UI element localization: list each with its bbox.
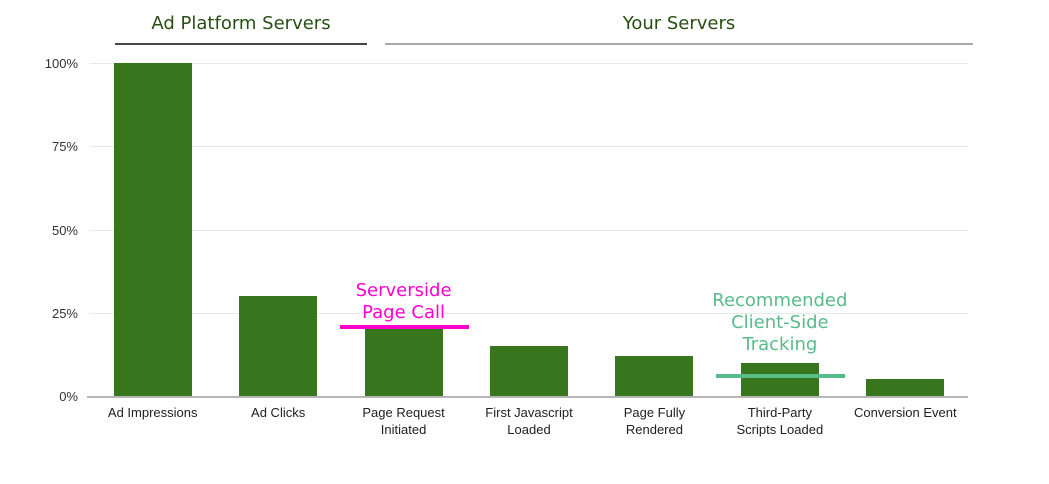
bar-page-fully-rendered (615, 356, 694, 396)
section-underline-ad-platform-servers (115, 43, 367, 45)
annotation-line-serverside-page-call (339, 325, 469, 330)
section-underline-your-servers (385, 43, 973, 45)
x-tick-label: Conversion Event (853, 405, 957, 420)
x-tick-label: First Javascript Loaded (485, 405, 573, 437)
x-tick-label: Page Request Initiated (362, 405, 445, 437)
y-tick-label: 75% (51, 139, 78, 155)
bar-ad-impressions (113, 63, 192, 396)
annotation-text-recommended-client-side-tracking: Recommended Client-Side Tracking (712, 290, 848, 356)
bar-conversion-event (866, 379, 945, 396)
gridline-100% (90, 63, 968, 64)
bar-first-javascript-loaded (490, 346, 568, 396)
bar-ad-clicks (239, 296, 318, 396)
x-tick-label: Page Fully Rendered (623, 405, 686, 437)
x-axis-baseline (87, 396, 968, 398)
bar-third-party-scripts-loaded (740, 362, 819, 396)
x-tick-label: Third-Party Scripts Loaded (736, 405, 824, 437)
annotation-text-serverside-page-call: Serverside Page Call (355, 280, 452, 324)
x-tick-label: Ad Impressions (107, 405, 198, 420)
y-tick-label: 100% (44, 56, 78, 71)
section-title-your-servers: Your Servers (622, 13, 736, 34)
gridline-75% (90, 146, 968, 148)
y-tick-label: 25% (51, 305, 78, 321)
annotation-line-recommended-client-side-tracking (715, 374, 845, 379)
x-tick-label: Ad Clicks (251, 405, 306, 420)
y-tick-label: 0% (59, 389, 78, 404)
gridline-50% (90, 229, 968, 231)
bar-page-request-initiated (364, 329, 443, 396)
gridline-25% (90, 312, 968, 314)
section-title-ad-platform-servers: Ad Platform Servers (151, 13, 331, 34)
y-tick-label: 50% (51, 222, 78, 238)
